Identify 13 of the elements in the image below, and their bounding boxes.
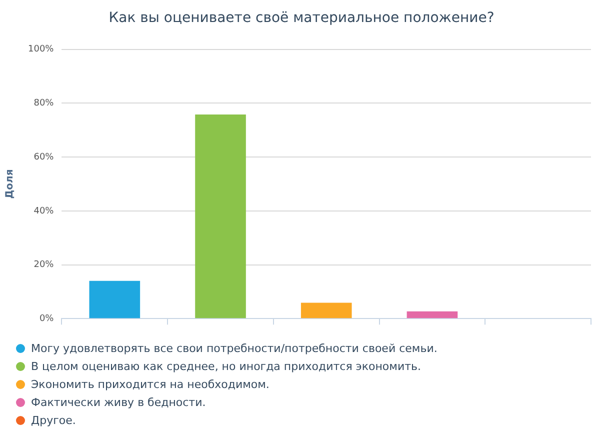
y-tick-label: 40% <box>34 206 54 216</box>
legend-label: В целом оцениваю как среднее, но иногда приходится экономить. <box>31 360 421 372</box>
y-tick-label: 0% <box>39 314 54 324</box>
y-axis-title: Доля <box>4 169 16 199</box>
legend-label: Другое. <box>31 414 76 426</box>
y-tick-label: 60% <box>34 152 54 162</box>
chart-title: Как вы оцениваете своё материальное положение? <box>108 9 496 28</box>
legend-label: Могу удовлетворять все свои потребности/потребности своей семьи. <box>31 342 438 354</box>
legend-label: Фактически живу в бедности. <box>31 396 206 408</box>
legend-label: Экономить приходится на необходимом. <box>31 378 270 390</box>
y-tick-label: 20% <box>34 260 54 270</box>
y-tick-label: 100% <box>28 44 54 55</box>
y-tick-label: 80% <box>34 98 54 109</box>
